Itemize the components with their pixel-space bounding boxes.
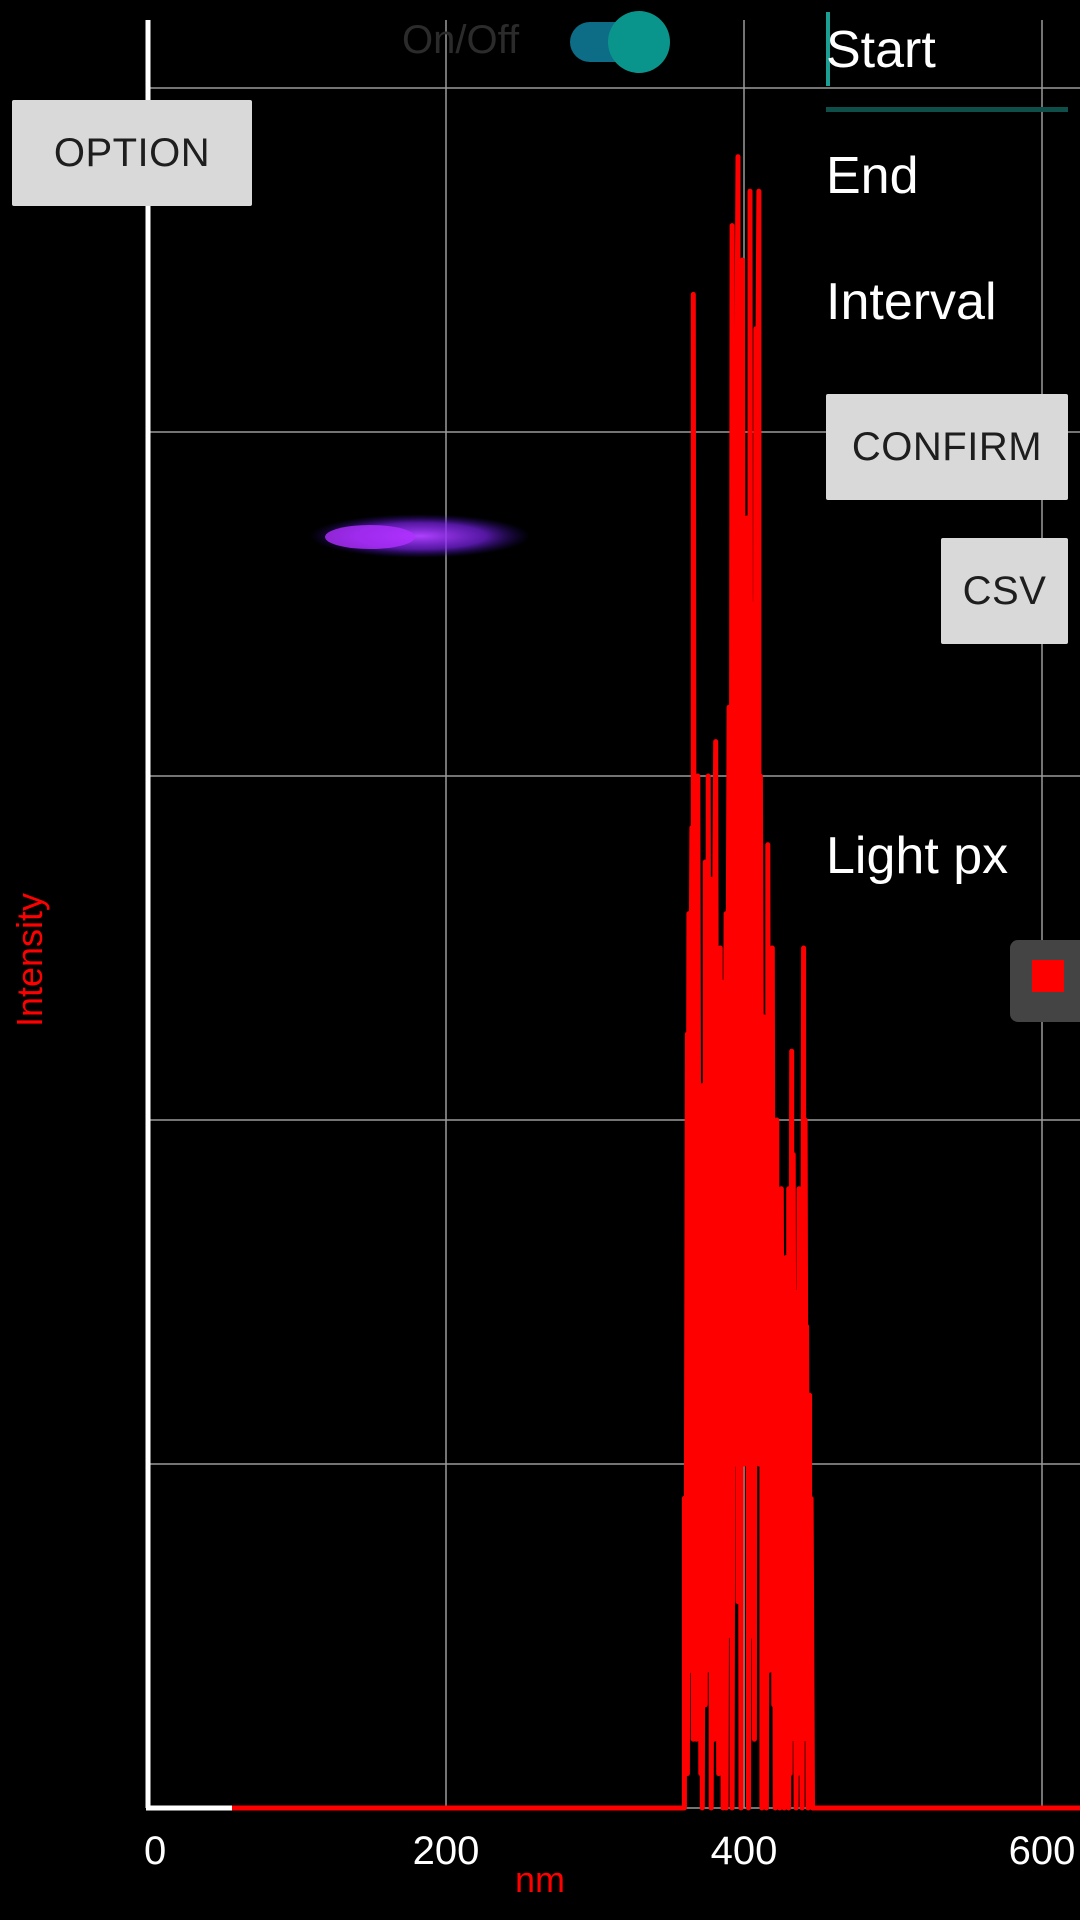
x-tick-label-0: 0: [144, 1829, 166, 1873]
on-off-toggle-thumb[interactable]: [608, 11, 670, 73]
confirm-button[interactable]: CONFIRM: [826, 394, 1068, 500]
x-axis-title: nm: [515, 1859, 565, 1900]
legend-chip[interactable]: [1010, 940, 1080, 1022]
option-button[interactable]: OPTION: [12, 100, 252, 206]
x-tick-label-600: 600: [1009, 1829, 1076, 1873]
start-field-underline: [826, 107, 1068, 112]
light-px-label: Light px: [826, 827, 1009, 885]
legend-swatch: [1032, 960, 1064, 992]
x-tick-labels: 0200400600800: [144, 1829, 1076, 1873]
start-field[interactable]: Start: [826, 21, 936, 79]
x-tick-label-400: 400: [711, 1829, 778, 1873]
series-line-0: [191, 154, 1080, 1811]
on-off-label: On/Off: [402, 18, 520, 62]
x-tick-label-200: 200: [413, 1829, 480, 1873]
light-spot-core: [325, 525, 415, 549]
csv-button[interactable]: CSV: [941, 538, 1068, 644]
text-caret: [826, 12, 830, 86]
end-field[interactable]: End: [826, 147, 919, 205]
interval-field[interactable]: Interval: [826, 273, 997, 331]
y-axis-title: Intensity: [9, 893, 50, 1027]
chart-series: [191, 154, 1080, 1811]
